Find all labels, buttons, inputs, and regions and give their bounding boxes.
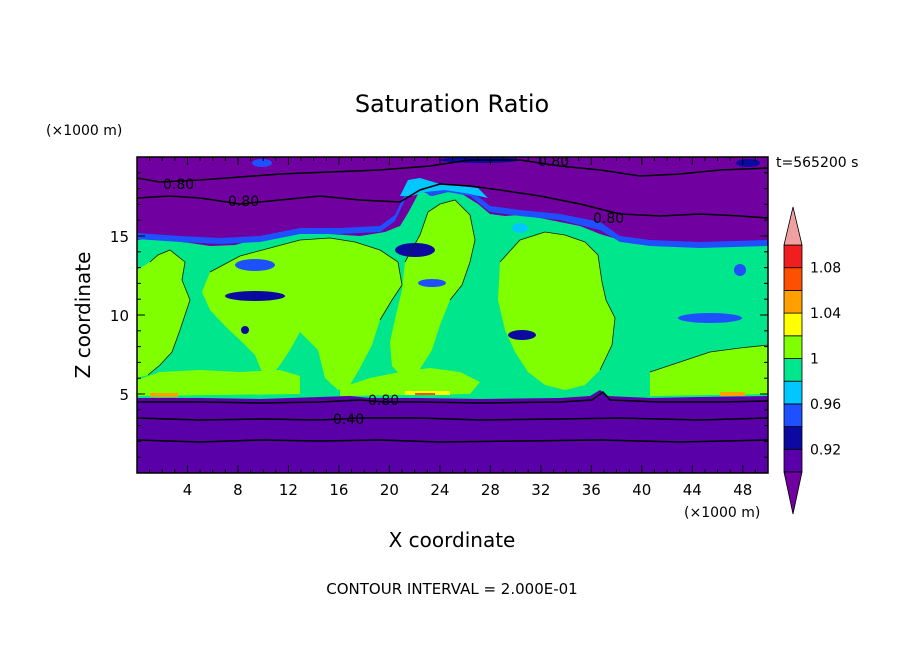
moist-region-lower-left xyxy=(137,370,300,396)
chart-title: Saturation Ratio xyxy=(355,90,549,118)
contour-label-1: 0.80 xyxy=(163,177,194,193)
x-tick-label: 20 xyxy=(380,481,399,499)
colorbar-segment xyxy=(783,312,803,337)
dry-pocket-4 xyxy=(418,279,446,287)
moist-region-right xyxy=(498,232,615,390)
colorbar-segment xyxy=(783,403,803,427)
contour-lines-thin xyxy=(147,199,768,376)
x-tick-label: 44 xyxy=(683,481,702,499)
x-tick-label: 12 xyxy=(279,481,298,499)
dry-pocket-7 xyxy=(734,264,746,276)
dry-pocket-2 xyxy=(225,291,285,301)
y-tick-label: 15 xyxy=(110,228,129,246)
colorbar-segment xyxy=(783,426,803,450)
contour-interval-note: CONTOUR INTERVAL = 2.000E-01 xyxy=(326,580,577,598)
dry-pocket-9 xyxy=(512,223,528,233)
contour-field: 0.80 0.80 0.80 0.80 0.80 0.40 xyxy=(137,154,768,473)
dry-pocket-6 xyxy=(678,313,742,323)
colorbar-segment xyxy=(783,267,803,291)
supersat-streak-4 xyxy=(720,392,745,396)
supersat-streak-3 xyxy=(415,393,435,395)
colorbar-label: 1 xyxy=(810,352,819,368)
x-tick-label: 4 xyxy=(183,481,193,499)
dry-boundary-layer xyxy=(137,390,768,473)
colorbar-label: 1.08 xyxy=(810,261,841,277)
x-tick-label: 36 xyxy=(582,481,601,499)
moist-region-center-left xyxy=(202,238,402,390)
dry-pocket-8 xyxy=(241,326,249,334)
contour-label-5: 0.80 xyxy=(368,393,399,409)
x-tick-label: 8 xyxy=(233,481,243,499)
time-label: t=565200 s xyxy=(776,155,858,171)
x-tick-label: 24 xyxy=(430,481,449,499)
colorbar-label: 0.92 xyxy=(810,442,841,458)
x-axis-label: X coordinate xyxy=(389,528,516,552)
x-tick-label: 48 xyxy=(733,481,752,499)
dry-pocket-10 xyxy=(252,159,272,167)
contour-lines xyxy=(137,159,768,443)
x-tick-label: 28 xyxy=(481,481,500,499)
contour-label-4: 0.80 xyxy=(593,211,624,227)
colorbar-under-arrow xyxy=(783,471,803,515)
moist-region-left xyxy=(137,250,190,378)
colorbar-segment xyxy=(783,335,803,359)
colorbar-label: 1.04 xyxy=(810,306,841,322)
dry-pocket-3 xyxy=(395,243,435,257)
y-axis-label: Z coordinate xyxy=(71,252,95,379)
contour-label-6: 0.40 xyxy=(333,412,364,428)
x-tick-label: 16 xyxy=(329,481,348,499)
moist-region-lower-right xyxy=(650,345,768,396)
x-tick-label: 40 xyxy=(632,481,651,499)
y-tick-label: 5 xyxy=(119,386,129,404)
upper-edge-band xyxy=(137,182,768,248)
x-unit-label: (×1000 m) xyxy=(684,505,760,521)
colorbar: 0.92 0.96 1 1.04 1.08 xyxy=(783,206,841,515)
y-unit-label: (×1000 m) xyxy=(46,123,122,139)
moist-region-lower-mid xyxy=(340,368,480,396)
moist-region-center xyxy=(390,200,475,380)
colorbar-segment xyxy=(783,448,803,473)
y-tick-label: 10 xyxy=(110,307,129,325)
colorbar-over-arrow xyxy=(783,206,803,246)
colorbar-segment xyxy=(783,244,803,269)
dry-pocket-11 xyxy=(736,159,760,167)
y-axis-ticks: 5 10 15 xyxy=(110,172,768,458)
contour-label-2: 0.80 xyxy=(228,194,259,210)
colorbar-segment xyxy=(783,358,803,382)
dry-pocket-1 xyxy=(235,259,275,271)
x-tick-label: 32 xyxy=(531,481,550,499)
contour-label-3: 0.80 xyxy=(538,154,569,170)
colorbar-label: 0.96 xyxy=(810,397,841,413)
x-axis-ticks: 4 8 12 16 20 24 28 32 36 40 44 48 xyxy=(149,157,756,499)
upper-edge-cyan xyxy=(400,178,488,198)
colorbar-segment xyxy=(783,380,803,405)
colorbar-segment xyxy=(783,289,803,314)
dry-pocket-5 xyxy=(508,330,536,340)
supersat-streak-1 xyxy=(150,393,178,397)
